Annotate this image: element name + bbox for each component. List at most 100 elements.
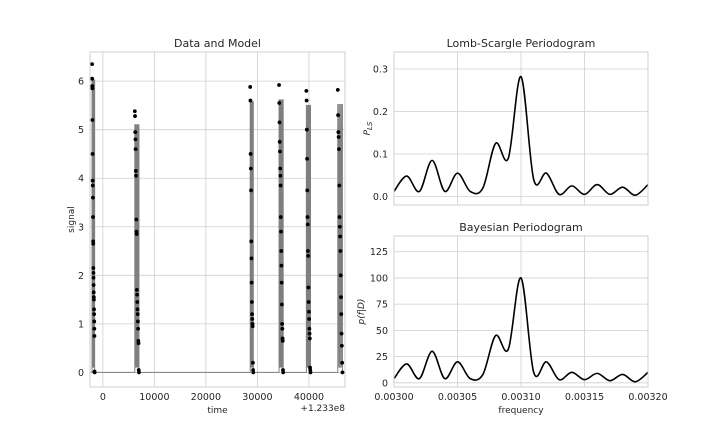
data-point <box>90 183 95 188</box>
lomb-scargle-ytick-label: 0.3 <box>373 65 388 76</box>
data-point <box>90 76 95 81</box>
data-point <box>135 292 139 297</box>
data-point <box>91 241 96 246</box>
data-point <box>249 256 254 261</box>
data-point <box>277 139 282 144</box>
data-point <box>304 127 309 132</box>
bayesian-ytick-label: 25 <box>376 352 388 363</box>
data-point <box>335 87 340 92</box>
data-model-ytick-label: 1 <box>78 319 84 330</box>
bayesian-line <box>393 277 649 383</box>
data-point <box>336 113 340 118</box>
data-point <box>249 188 253 193</box>
data-point <box>278 215 283 219</box>
data-point <box>91 266 96 270</box>
data-point <box>136 341 141 346</box>
lomb-scargle-line <box>393 75 649 197</box>
data-point <box>250 324 255 329</box>
data-point <box>249 280 254 285</box>
bayesian-panel: 0 25 50 75 100 125 0.00300 0.00305 0.00310 0.0031… <box>357 221 668 416</box>
data-point <box>135 307 140 312</box>
data-point <box>91 215 95 219</box>
data-point <box>249 239 254 244</box>
data-point <box>304 98 309 103</box>
data-point <box>91 290 96 295</box>
data-point <box>278 173 283 178</box>
data-point <box>136 319 140 324</box>
data-point <box>337 147 341 152</box>
data-model-ytick-label: 6 <box>78 77 84 88</box>
data-model-panel: 0 1 2 3 4 5 6 0 10000 20000 30000 40000 Data and Mo… <box>67 37 346 416</box>
data-point <box>90 62 94 67</box>
bayesian-xtick-label: 0.00315 <box>565 392 604 403</box>
data-model-title: Data and Model <box>174 37 261 50</box>
lomb-scargle-frame <box>393 51 649 206</box>
lomb-scargle-series <box>393 75 649 197</box>
bayesian-xtick-label: 0.00320 <box>628 392 667 403</box>
bayesian-series <box>393 277 649 383</box>
data-point <box>279 280 284 285</box>
lomb-scargle-ytick-label: 0.2 <box>373 107 388 118</box>
data-point <box>339 295 343 300</box>
data-point <box>337 215 342 219</box>
data-point <box>91 283 96 287</box>
data-model-ytick-label: 3 <box>78 222 84 233</box>
data-point <box>307 336 312 341</box>
data-point <box>338 249 343 253</box>
data-model-ytick-label: 5 <box>78 125 84 136</box>
lomb-scargle-ytick-label: 0.1 <box>373 150 388 161</box>
data-point <box>92 370 97 375</box>
data-model-xtick-label: 40000 <box>294 392 324 403</box>
data-point <box>277 120 282 125</box>
data-point <box>305 156 309 161</box>
model-line <box>90 79 345 373</box>
data-point <box>92 297 96 302</box>
data-point <box>305 188 310 193</box>
data-model-grid <box>90 52 345 387</box>
data-point <box>340 360 345 365</box>
data-point <box>280 321 284 326</box>
data-point <box>135 300 140 304</box>
bayesian-ytick-label: 50 <box>376 326 388 337</box>
data-point <box>304 88 309 93</box>
bayesian-ytick-label: 125 <box>370 247 388 258</box>
lomb-scargle-ylabel: PLS <box>363 121 374 135</box>
data-point <box>278 183 283 188</box>
data-point <box>308 370 313 375</box>
data-point <box>92 334 97 338</box>
data-point <box>279 263 284 268</box>
bayesian-xtick-label: 0.00310 <box>501 392 540 403</box>
data-point <box>249 300 254 304</box>
data-point <box>248 166 253 171</box>
data-point <box>248 98 253 103</box>
data-point <box>134 217 139 222</box>
data-point <box>338 273 343 278</box>
data-point <box>279 229 283 234</box>
data-point <box>339 331 344 336</box>
data-model-xlabel: time <box>207 406 228 416</box>
data-point <box>248 85 253 89</box>
data-point <box>280 338 285 343</box>
data-point <box>91 271 96 275</box>
data-point <box>250 317 255 321</box>
data-point <box>132 109 137 114</box>
data-point <box>133 130 138 135</box>
data-point <box>279 302 284 307</box>
data-point <box>135 312 140 317</box>
data-model-xtick-label: 10000 <box>139 392 169 403</box>
data-point <box>336 130 341 135</box>
data-point <box>306 300 311 304</box>
data-model-frame <box>89 51 346 388</box>
data-point <box>278 149 282 154</box>
data-point <box>279 249 284 253</box>
bayesian-ytick-label: 75 <box>376 300 388 311</box>
data-point <box>134 173 138 178</box>
data-point <box>90 178 95 183</box>
data-point <box>337 183 342 188</box>
data-point <box>305 215 310 219</box>
data-model-ticks: 0 1 2 3 4 5 6 0 10000 20000 30000 40000 <box>78 77 324 403</box>
data-point <box>92 312 97 317</box>
lomb-scargle-panel: 0.0 0.1 0.2 0.3 Lomb-Scargle Periodogram PL… <box>363 37 649 206</box>
lomb-scargle-title: Lomb-Scargle Periodogram <box>447 37 596 50</box>
